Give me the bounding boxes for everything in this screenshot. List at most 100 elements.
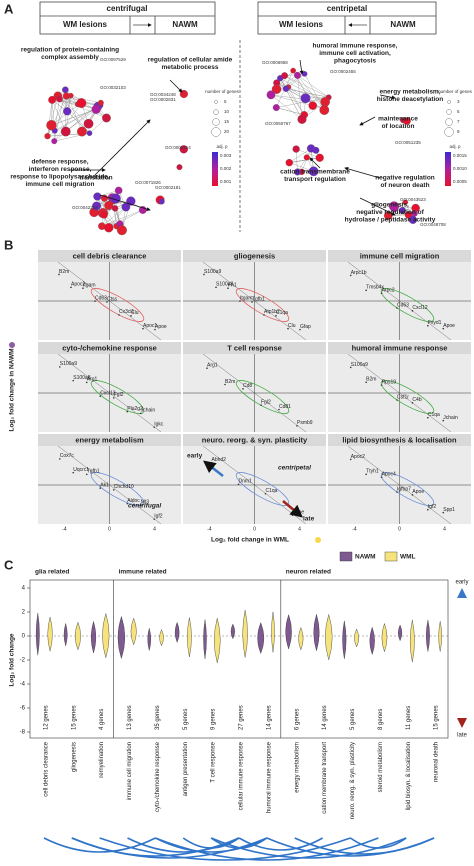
nawm-dot <box>9 342 15 348</box>
violin <box>187 617 192 657</box>
category-label: neuro. reorg. & syn. plasticity <box>350 742 356 819</box>
network-node <box>404 211 413 219</box>
gene-label: Ak1 <box>100 482 109 488</box>
color-label: 0.003 <box>220 153 232 158</box>
go-id: GO:0032103 <box>100 85 126 90</box>
x-tick-label: -4 <box>352 526 357 532</box>
legend-label: WML <box>400 554 416 561</box>
network-edge <box>284 75 326 103</box>
network-edge <box>54 102 82 142</box>
ellipse <box>380 288 435 322</box>
gene-point <box>380 292 383 294</box>
gene-point <box>58 366 61 368</box>
violin <box>285 614 292 650</box>
annotation: translation <box>79 175 112 182</box>
violin <box>117 615 126 660</box>
legend-size-label: 5 <box>224 99 227 104</box>
network-node <box>294 71 301 79</box>
arrow-head-down <box>457 718 467 728</box>
header-box-right <box>257 1 437 35</box>
category-label: energy metabolism <box>294 742 300 793</box>
facet-title: T cell response <box>227 343 282 352</box>
legend-size <box>211 127 221 137</box>
gene-label: C1qa <box>266 488 278 494</box>
gene-point <box>85 473 88 476</box>
gene-point <box>365 289 367 292</box>
gene-point <box>442 327 445 330</box>
wml-dot <box>315 537 321 543</box>
violin <box>398 624 403 642</box>
violin <box>409 619 415 663</box>
legend-size <box>444 127 454 137</box>
gene-point <box>94 300 96 302</box>
gene-point <box>287 327 289 330</box>
network-node <box>86 130 93 136</box>
violin <box>325 613 333 661</box>
annotation: transport regulation <box>284 176 346 183</box>
go-id: GO:0002455 <box>330 69 356 74</box>
annotation: energy metabolism, <box>379 89 440 96</box>
gene-point <box>126 502 129 505</box>
gene-label: Apoc4 <box>382 471 396 477</box>
gene-label: C1qa <box>428 412 440 418</box>
network-node <box>308 101 318 110</box>
go-id: GO:0051235 <box>395 140 421 145</box>
gene-count: 14 genes <box>322 705 328 730</box>
annotation: negative regulation <box>375 175 435 182</box>
legend-swatch <box>384 551 398 562</box>
gene-point <box>139 504 142 507</box>
violin <box>214 617 221 664</box>
category-label: cellular immune response <box>239 741 245 810</box>
network-node <box>308 166 319 177</box>
gene-label: Arpc1b <box>351 270 367 276</box>
network-node <box>46 120 57 131</box>
gene-count: 5 genes <box>350 709 356 730</box>
gene-label: Uqcrc1 <box>73 467 89 473</box>
network-node <box>93 192 102 201</box>
network-edge <box>289 148 312 163</box>
color-label: 0.001 <box>220 179 232 184</box>
annotation: centripetal <box>278 465 311 472</box>
category-label: neuronal death <box>434 742 440 782</box>
diagonal <box>202 445 307 525</box>
legend-size <box>445 118 453 126</box>
gene-label: Apoe <box>443 323 455 329</box>
violin <box>342 620 347 659</box>
gene-count: 8 genes <box>378 709 384 730</box>
gene-label: S100a9 <box>204 269 221 275</box>
violin <box>271 611 275 653</box>
gene-label: Arg1 <box>87 377 98 383</box>
violin <box>354 628 359 648</box>
x-tick-label: -4 <box>207 526 212 532</box>
category-label: T cell response <box>211 741 217 782</box>
from-label: WM lesions <box>279 20 324 29</box>
annotation: histone deacetylation <box>377 96 443 103</box>
gene-point <box>72 471 75 474</box>
x-tick-label: 4 <box>298 526 301 532</box>
violin <box>47 616 53 652</box>
annotation: complex assembly <box>41 54 99 61</box>
panel-label: A <box>4 1 14 16</box>
category-label: cyto-/chemokine response <box>155 741 161 812</box>
annotation: late <box>303 516 315 523</box>
facet-title: lipid biosynthesis & localisation <box>342 435 457 444</box>
gene-label: Spp1 <box>443 507 455 513</box>
network-node <box>176 164 183 171</box>
panel-label: B <box>4 237 13 252</box>
network-node <box>56 95 63 103</box>
gene-count: 12 genes <box>44 705 50 730</box>
group-label: neuron related <box>286 569 331 576</box>
gene-count: 27 genes <box>239 705 245 730</box>
network-node <box>303 154 310 161</box>
network-edge <box>284 75 329 98</box>
x-tick-label: 4 <box>153 526 156 532</box>
network-node <box>389 201 400 212</box>
diagonal <box>202 261 307 341</box>
legend-size <box>212 118 220 126</box>
network-node <box>83 118 94 129</box>
annotation-arrow <box>299 59 304 75</box>
category-label: humoral immune response <box>266 741 272 813</box>
link-arc <box>155 837 268 853</box>
gene-label: Tmsb4x <box>366 285 384 291</box>
gene-point <box>118 314 120 316</box>
